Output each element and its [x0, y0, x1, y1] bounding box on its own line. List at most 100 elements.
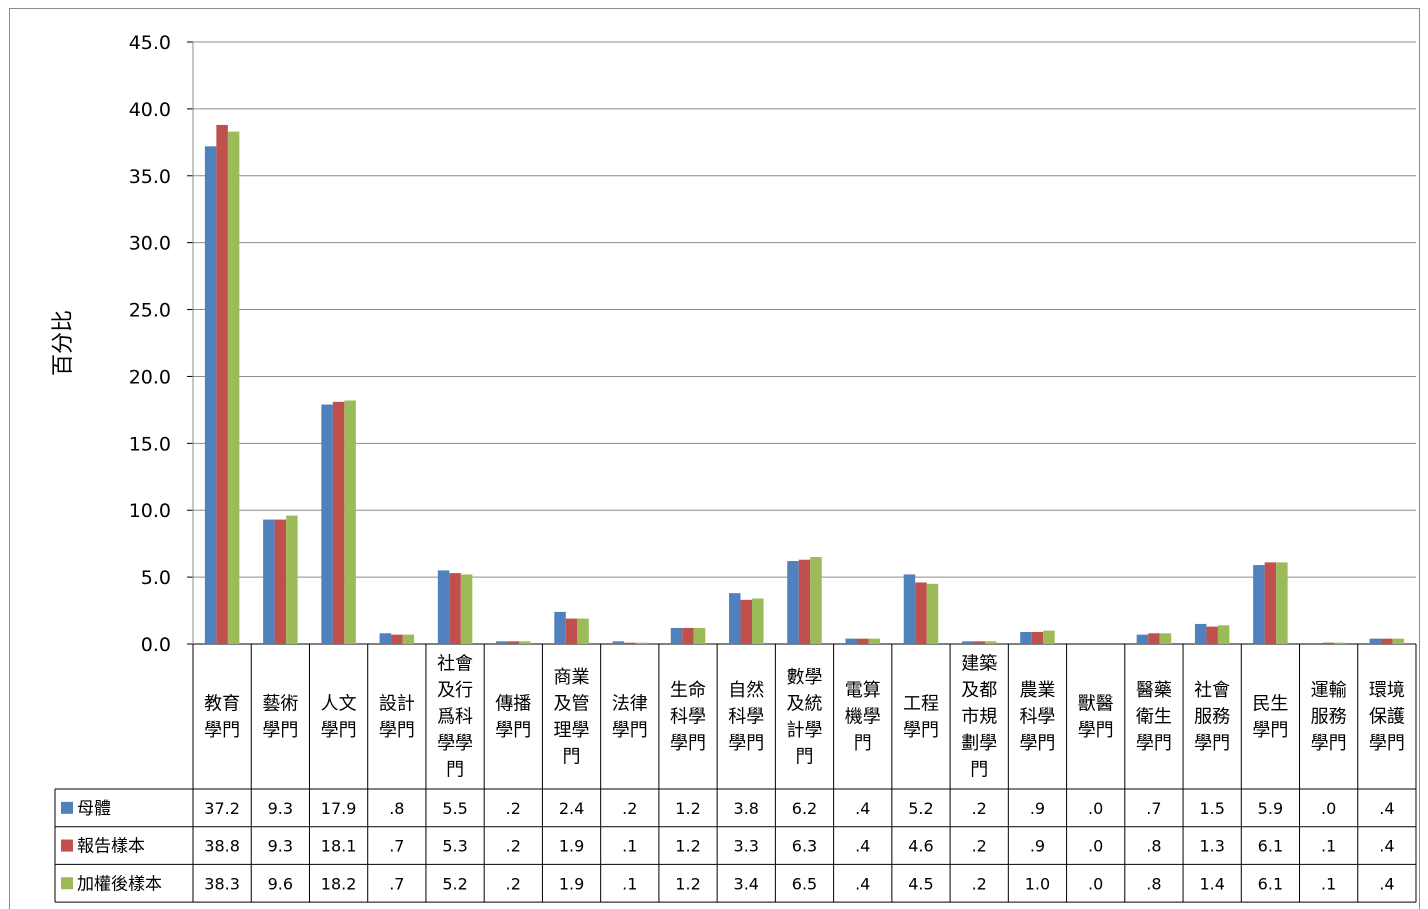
table-cell-value: 5.9 [1258, 799, 1283, 818]
legend-key [61, 877, 73, 890]
bar [274, 519, 287, 644]
table-cell-value: 38.8 [204, 837, 240, 856]
bar [1031, 631, 1044, 644]
table-cell-value: 1.0 [1025, 874, 1050, 893]
table-cell-value: .1 [1321, 874, 1336, 893]
bar [1381, 638, 1393, 644]
category-label: 藝術學門 [262, 693, 298, 741]
y-tick-label: 25.0 [129, 300, 171, 322]
bar [752, 598, 764, 644]
bar [1206, 626, 1218, 644]
bar [693, 627, 706, 644]
bar [984, 641, 997, 644]
bar [1159, 633, 1172, 644]
bar [915, 582, 927, 644]
category-label: 數學及統計學門 [787, 667, 823, 768]
legend-key [61, 839, 73, 852]
y-tick-label: 10.0 [129, 500, 171, 522]
bar [903, 574, 916, 644]
category-label: 醫藥衛生學門 [1136, 680, 1172, 754]
bar [519, 641, 531, 644]
table-cell-value: .4 [855, 874, 870, 893]
bar [1043, 630, 1055, 644]
bar [263, 519, 275, 644]
table-cell-value: .2 [972, 799, 987, 818]
category-label: 人文學門 [321, 693, 357, 741]
bar [729, 593, 741, 644]
table-cell-value: 17.9 [321, 799, 357, 818]
bar [460, 574, 473, 644]
table-cell-value: .0 [1088, 799, 1103, 818]
category-label: 法律學門 [612, 693, 648, 741]
table-cell-value: .4 [1379, 799, 1394, 818]
table-cell-value: .9 [1030, 799, 1045, 818]
table-cell-value: 6.5 [792, 874, 817, 893]
table-cell-value: 1.2 [675, 874, 700, 893]
bar [496, 641, 508, 644]
category-label: 獸醫學門 [1078, 693, 1114, 741]
bars [204, 124, 1405, 645]
table-cell-value: 1.3 [1199, 837, 1224, 856]
bar [286, 515, 298, 644]
bar [1322, 642, 1335, 644]
category-label: 教育學門 [204, 693, 240, 741]
table-cell-value: .4 [855, 837, 870, 856]
bar [856, 638, 869, 644]
table-cell-value: .4 [1379, 874, 1394, 893]
table-cell-value: 38.3 [204, 874, 240, 893]
bar [670, 627, 683, 644]
table-cell-value: .9 [1030, 837, 1045, 856]
table-cell-value: 6.3 [792, 837, 817, 856]
table-cell-value: 1.9 [559, 874, 584, 893]
bar [1253, 565, 1265, 644]
table-cell-value: 1.5 [1199, 799, 1224, 818]
bar [612, 641, 625, 644]
table-cell-value: 4.5 [908, 874, 933, 893]
category-label: 傳播學門 [495, 693, 531, 741]
table-cell-value: 6.1 [1258, 837, 1283, 856]
bar [402, 634, 415, 644]
bar [740, 599, 753, 644]
table-cell-value: 1.9 [559, 837, 584, 856]
table-cell-value: 9.3 [268, 799, 293, 818]
table-cell-value: .7 [389, 874, 404, 893]
bar [204, 146, 217, 644]
table-cell-value: 9.6 [268, 874, 293, 893]
bar [332, 401, 345, 644]
bar [1148, 633, 1160, 644]
category-label: 環境保護學門 [1369, 680, 1405, 754]
table-cell-value: 6.2 [792, 799, 817, 818]
table-cell-value: 4.6 [908, 837, 933, 856]
table-cell-value: .7 [389, 837, 404, 856]
y-tick-label: 5.0 [141, 567, 171, 589]
series-name: 報告樣本 [77, 837, 145, 857]
bar [507, 641, 520, 644]
bar [391, 634, 403, 644]
bar [973, 641, 985, 644]
table-cell-value: .8 [1146, 874, 1161, 893]
table-cell-value: 3.8 [734, 799, 759, 818]
table-cell-value: .0 [1088, 874, 1103, 893]
bar [1020, 631, 1032, 644]
category-label: 自然科學學門 [728, 680, 764, 754]
category-label: 工程學門 [903, 693, 939, 741]
chart-frame [9, 8, 1420, 909]
bar [1369, 638, 1382, 644]
bar [845, 638, 857, 644]
bar [1136, 634, 1149, 644]
bar [1194, 623, 1207, 644]
category-label: 運輸服務學門 [1311, 680, 1347, 754]
table-cell-value: .2 [972, 837, 987, 856]
category-label: 農業科學學門 [1019, 680, 1055, 754]
table-cell-value: 6.1 [1258, 874, 1283, 893]
y-tick-label: 0.0 [141, 634, 171, 656]
bar [216, 124, 228, 645]
table-cell-value: 18.2 [321, 874, 357, 893]
bar [554, 611, 566, 644]
bar [321, 404, 333, 644]
bar [1392, 638, 1405, 644]
table-cell-value: .0 [1321, 799, 1336, 818]
table-cell-value: 9.3 [268, 837, 293, 856]
bar [565, 618, 578, 644]
gridlines [187, 41, 1416, 645]
